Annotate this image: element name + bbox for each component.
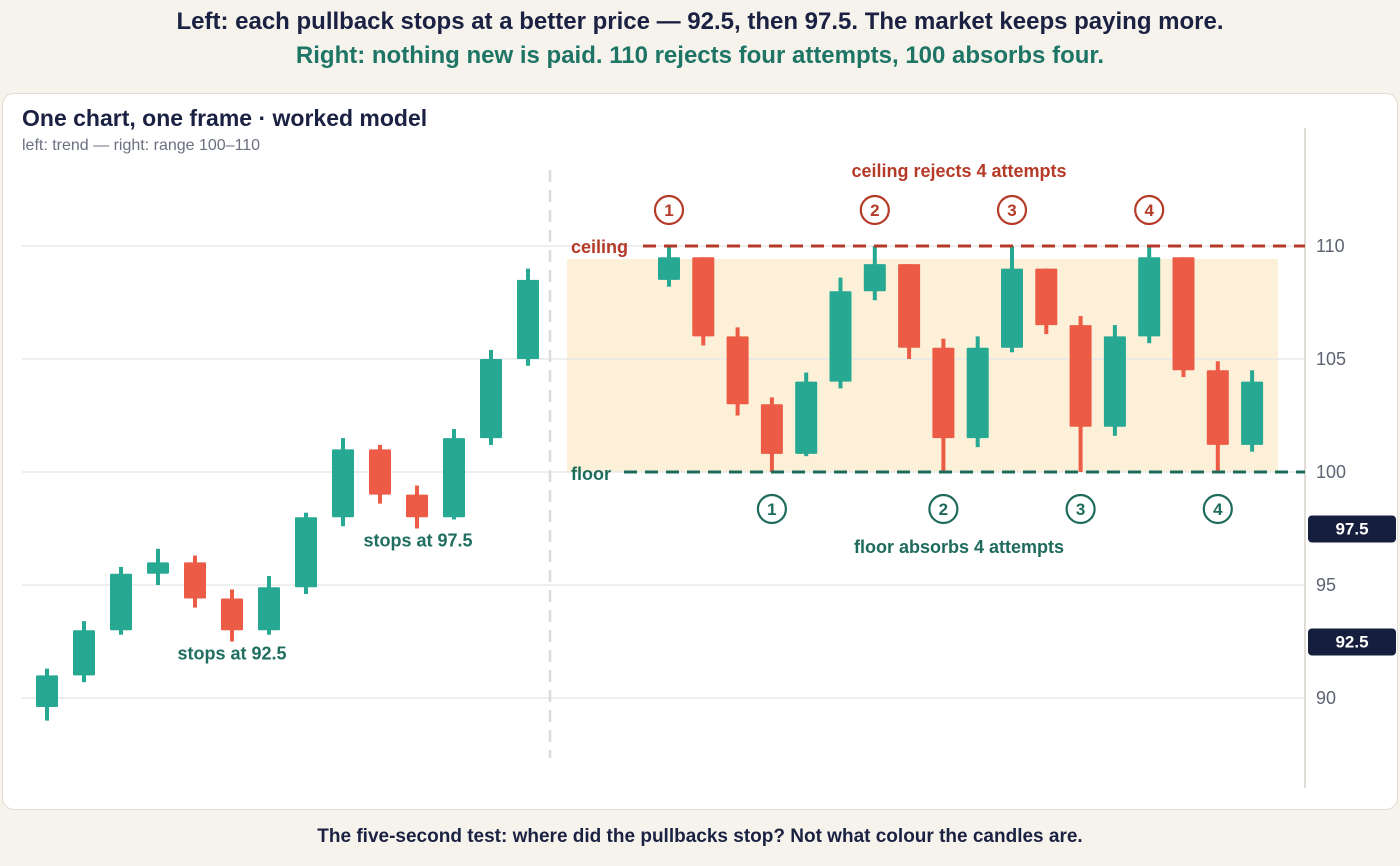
range-candle-body [863,264,886,292]
trend-candle-body [295,517,317,588]
range-candle-body [829,291,852,382]
annotation-stop-97-5: stops at 97.5 [363,531,472,551]
floor-touch-marker [756,493,788,525]
trend-candle-body [480,359,502,439]
trend-candle-body [406,494,428,518]
price-tag [1308,628,1396,656]
range-candle-body [760,404,783,454]
floor-touch-marker-label: 1 [767,500,776,519]
trend-candle-body [73,630,95,676]
headline-right: Right: nothing new is paid. 110 rejects … [295,42,1105,69]
price-tag-label: 97.5 [1335,520,1368,539]
floor-touch-marker-label: 2 [939,500,948,519]
trend-candle-body [184,562,206,599]
range-candle-body [1103,336,1126,427]
trend-candle-body [110,573,132,631]
price-tag-label: 92.5 [1335,633,1368,652]
floor-caption: floor absorbs 4 attempts [854,537,1064,557]
ceiling-touch-marker [653,194,685,226]
trend-candle-body [517,279,539,359]
headline-left: Left: each pullback stops at a better pr… [176,8,1224,35]
range-candle-body [966,347,989,439]
floor-touch-marker [1202,493,1233,525]
floor-touch-marker [928,493,959,525]
price-tag [1308,515,1396,543]
range-candle-body [726,336,749,405]
range-candle-body [1069,325,1092,427]
range-candle-body [1172,257,1195,371]
y-tick-label: 90 [1316,688,1336,708]
annotation-stop-92-5: stops at 92.5 [177,644,286,664]
ceiling-touch-marker [1134,194,1165,226]
range-candle-body [1035,268,1058,326]
y-tick-label: 100 [1316,462,1346,482]
range-candle-body [1206,370,1229,445]
ceiling-touch-marker-label: 4 [1144,201,1154,220]
ceiling-touch-marker [859,194,890,226]
trend-candle-body [443,438,465,518]
panel-subtitle: left: trend — right: range 100–110 [22,137,261,154]
y-tick-label: 95 [1316,575,1336,595]
trend-candle-body [36,675,58,708]
range-candle-body [692,257,715,337]
range-candle-body [898,264,921,348]
trend-candle-body [258,587,280,631]
range-candle-body [795,381,818,454]
trend-candle-body [369,449,391,495]
ceiling-touch-marker-label: 2 [870,201,879,220]
ceiling-touch-marker-label: 1 [664,201,673,220]
range-zone [567,259,1278,472]
trend-candle-body [332,449,354,518]
trend-candle-body [147,562,169,574]
y-tick-label: 110 [1316,236,1345,256]
panel-title: One chart, one frame · worked model [22,105,428,131]
range-candle-body [1138,257,1161,337]
range-candle-body [1001,268,1023,348]
range-candle-body [1241,381,1264,445]
ceiling-touch-marker-label: 3 [1007,201,1016,220]
floor-touch-marker-label: 3 [1076,500,1085,519]
floor-touch-marker [1065,493,1096,525]
range-candle-body [932,347,955,439]
ceiling-label: ceiling [571,237,628,257]
y-tick-label: 105 [1316,349,1346,369]
ceiling-touch-marker [996,194,1028,226]
floor-label: floor [571,464,611,484]
trend-candle-body [221,598,243,631]
ceiling-caption: ceiling rejects 4 attempts [851,161,1066,181]
range-candle-body [658,257,680,280]
footer-caption: The five-second test: where did the pull… [317,826,1083,847]
floor-touch-marker-label: 4 [1213,500,1223,519]
